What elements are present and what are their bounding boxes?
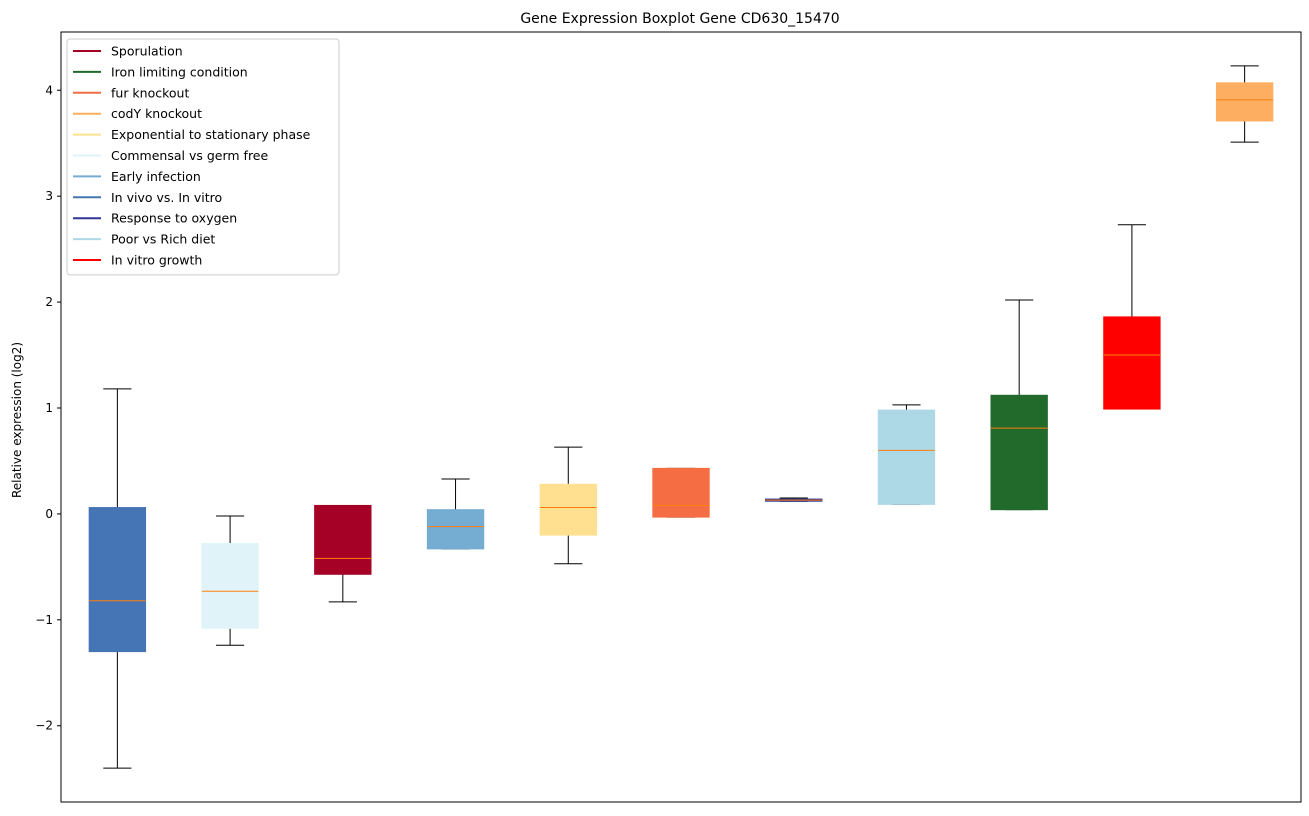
y-axis-label: Relative expression (log2) <box>10 342 24 498</box>
box-exponential-to-stationary-phase <box>539 446 597 565</box>
box-body <box>201 543 259 629</box>
box-body <box>1215 82 1274 122</box>
box-iron-limiting-condition <box>990 299 1048 511</box>
legend-label-in-vitro-growth: In vitro growth <box>111 253 202 268</box>
legend-label-early-infection: Early infection <box>111 169 201 184</box>
legend-label-cody-knockout: codY knockout <box>111 106 202 121</box>
box-body <box>88 507 147 653</box>
box-body <box>877 409 936 505</box>
legend-label-poor-vs-rich-diet: Poor vs Rich diet <box>111 232 215 247</box>
y-tick-label-0: −2 <box>35 719 53 733</box>
y-tick-label-3: 1 <box>45 401 53 415</box>
legend-label-exponential-to-stationary-phase: Exponential to stationary phase <box>111 127 311 142</box>
box-sporulation <box>314 504 372 603</box>
legend-label-fur-knockout: fur knockout <box>111 85 189 100</box>
y-tick-label-1: −1 <box>35 613 53 627</box>
box-cody-knockout <box>1215 65 1274 143</box>
legend-label-response-to-oxygen: Response to oxygen <box>111 211 237 226</box>
box-body <box>1103 316 1161 410</box>
legend-label-iron-limiting-condition: Iron limiting condition <box>111 64 248 79</box>
plot-frame <box>60 31 1302 803</box>
box-in-vitro-growth <box>1103 224 1161 410</box>
box-commensal-vs-germ-free <box>201 515 259 646</box>
box-poor-vs-rich-diet <box>877 404 936 505</box>
plot-layer: −2 −1 0 1 2 3 4 <box>35 31 1302 803</box>
box-body <box>426 509 485 550</box>
y-tick-label-4: 2 <box>45 295 53 309</box>
box-body <box>990 394 1048 511</box>
legend-label-sporulation: Sporulation <box>111 44 183 59</box>
box-body <box>652 467 710 518</box>
box-fur-knockout <box>652 467 710 518</box>
y-tick-label-2: 0 <box>45 507 53 521</box>
legend: Sporulation Iron limiting condition fur kn… <box>66 38 340 276</box>
y-tick-label-6: 4 <box>45 83 53 97</box>
box-in-vivo-vs-in-vitro <box>88 388 147 769</box>
legend-box <box>66 38 340 276</box>
box-body <box>539 483 597 536</box>
legend-label-commensal-vs-germ-free: Commensal vs germ free <box>111 148 268 163</box>
box-body <box>314 504 372 575</box>
y-tick-label-5: 3 <box>45 189 53 203</box>
box-response-to-oxygen <box>765 497 823 502</box>
box-early-infection <box>426 478 485 550</box>
chart-title: Gene Expression Boxplot Gene CD630_15470 <box>520 11 839 27</box>
legend-label-in-vivo-vs-in-vitro: In vivo vs. In vitro <box>111 190 222 205</box>
